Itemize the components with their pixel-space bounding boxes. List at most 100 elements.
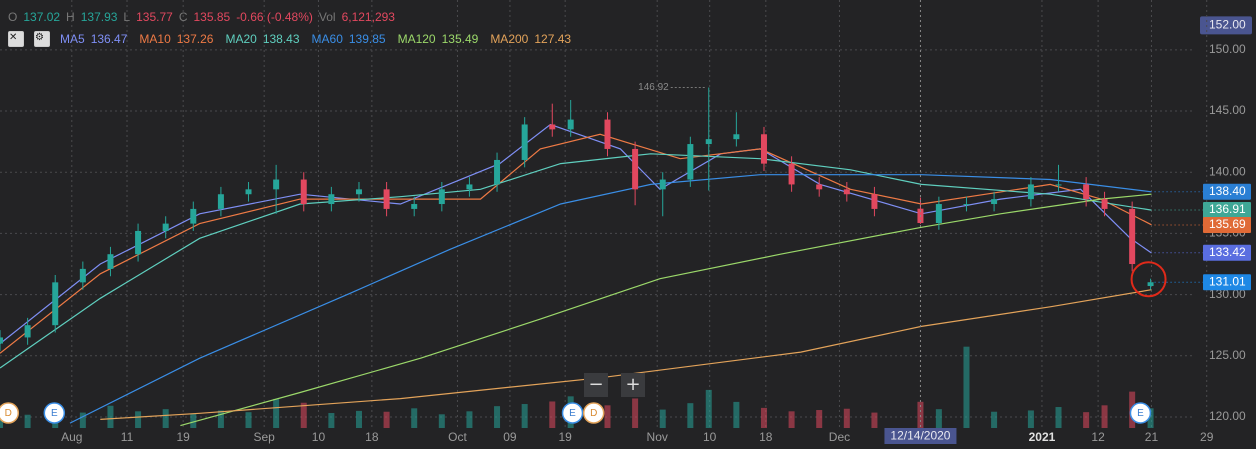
top-tick-box [1200, 16, 1252, 35]
volume-bar [760, 407, 767, 428]
volume-bar [411, 408, 418, 428]
candle-body [24, 325, 31, 338]
ohlc-label: L [123, 10, 131, 24]
volume-bar [733, 401, 740, 428]
ma-line [100, 289, 1152, 420]
ohlc-label: C [178, 10, 188, 24]
candle-body [135, 230, 142, 255]
volume-bar [1101, 405, 1108, 428]
volume-bar [79, 412, 86, 428]
legend-value: 136.47 [90, 32, 128, 46]
event-label: D [590, 408, 597, 419]
settings-icon[interactable]: ⚙ [34, 31, 50, 47]
price-tag-box [1203, 274, 1251, 291]
candle-body [273, 179, 280, 190]
ohlc-label: H [66, 10, 75, 24]
ma-line [0, 153, 1152, 369]
candle-body [52, 282, 59, 326]
volume-bar [328, 413, 335, 428]
event-label: E [1137, 408, 1144, 419]
volume-bar [788, 411, 795, 428]
price-tag-label: 133.42 [1209, 245, 1246, 259]
candle-body [935, 204, 942, 223]
event-marker [0, 402, 20, 424]
top-tick-label: 152.00 [1209, 18, 1246, 32]
ohlc-value: 137.02 [23, 10, 61, 24]
event-label: D [5, 408, 12, 419]
candle-body [788, 163, 795, 185]
volume-value: 6,121,293 [341, 10, 395, 24]
volume-bar [466, 411, 473, 428]
volume-bar [871, 412, 878, 428]
candle-body [328, 194, 335, 205]
volume-bar [963, 346, 970, 428]
zoom-button[interactable]: + [621, 373, 645, 397]
volume-bar [383, 411, 390, 428]
close-icon[interactable]: ✕ [8, 31, 24, 47]
ohlc-label: O [8, 10, 18, 24]
zoom-button[interactable]: − [584, 373, 608, 397]
candle-body [687, 144, 694, 180]
candle-body [816, 184, 823, 190]
candle-body [521, 124, 528, 160]
volume-bar [190, 413, 197, 428]
volume-bar [687, 403, 694, 428]
legend-name: MA20 [225, 32, 257, 46]
legend-name: MA200 [490, 32, 529, 46]
event-label: E [51, 408, 58, 419]
candle-body [843, 189, 850, 195]
x-tick-label: 29 [1200, 430, 1214, 444]
candle-body [1083, 184, 1090, 200]
legend-value: 135.49 [441, 32, 479, 46]
candle-body [1147, 282, 1154, 287]
event-marker [43, 402, 66, 424]
legend-name: MA5 [60, 32, 85, 46]
x-tick-label: 18 [365, 430, 379, 444]
y-tick-label: 125.00 [1209, 348, 1246, 362]
x-tick-label: 10 [312, 430, 326, 444]
candle-body [300, 179, 307, 205]
crosshair-date-box [884, 428, 957, 444]
volume-bar [273, 398, 280, 428]
x-tick-label: 19 [176, 430, 190, 444]
candle-body [567, 119, 574, 130]
ma-line [0, 123, 1152, 345]
y-tick-label: 140.00 [1209, 164, 1246, 178]
volume-bar [1055, 407, 1062, 428]
y-tick-label: 150.00 [1209, 42, 1246, 56]
candle-body [991, 199, 998, 205]
candle-body [760, 134, 767, 164]
x-tick-label: 19 [558, 430, 572, 444]
event-label: E [569, 408, 576, 419]
candle-body [659, 179, 666, 190]
price-tag-box [1203, 244, 1251, 261]
volume-bar [107, 405, 114, 428]
event-marker [582, 402, 605, 424]
legend-value: 139.85 [348, 32, 386, 46]
volume-label: Vol [318, 10, 336, 24]
x-tick-label: Aug [61, 430, 82, 444]
x-tick-label: Dec [829, 430, 850, 444]
volume-bar [494, 406, 501, 428]
ohlc-value: 137.93 [80, 10, 118, 24]
x-tick-label: Oct [448, 430, 467, 444]
legend-value: 137.26 [176, 32, 214, 46]
ohlc-value: 135.85 [193, 10, 231, 24]
volume-bar [604, 405, 611, 428]
price-tag-label: 131.01 [1209, 274, 1246, 288]
volume-bar [843, 408, 850, 428]
volume-bar [991, 411, 998, 428]
x-tick-label: 2021 [1029, 430, 1056, 444]
x-tick-label: Nov [647, 430, 668, 444]
volume-bar [217, 410, 224, 428]
candle-body [1129, 208, 1136, 264]
candle-body [383, 189, 390, 209]
x-tick-label: 11 [121, 430, 134, 444]
price-tag-box [1203, 216, 1251, 233]
volume-bar [935, 409, 942, 428]
price-tag-label: 135.69 [1209, 217, 1246, 231]
volume-bar [245, 412, 252, 428]
candle-body [604, 119, 611, 149]
volume-bar [521, 404, 528, 428]
volume-bar [1027, 410, 1034, 428]
